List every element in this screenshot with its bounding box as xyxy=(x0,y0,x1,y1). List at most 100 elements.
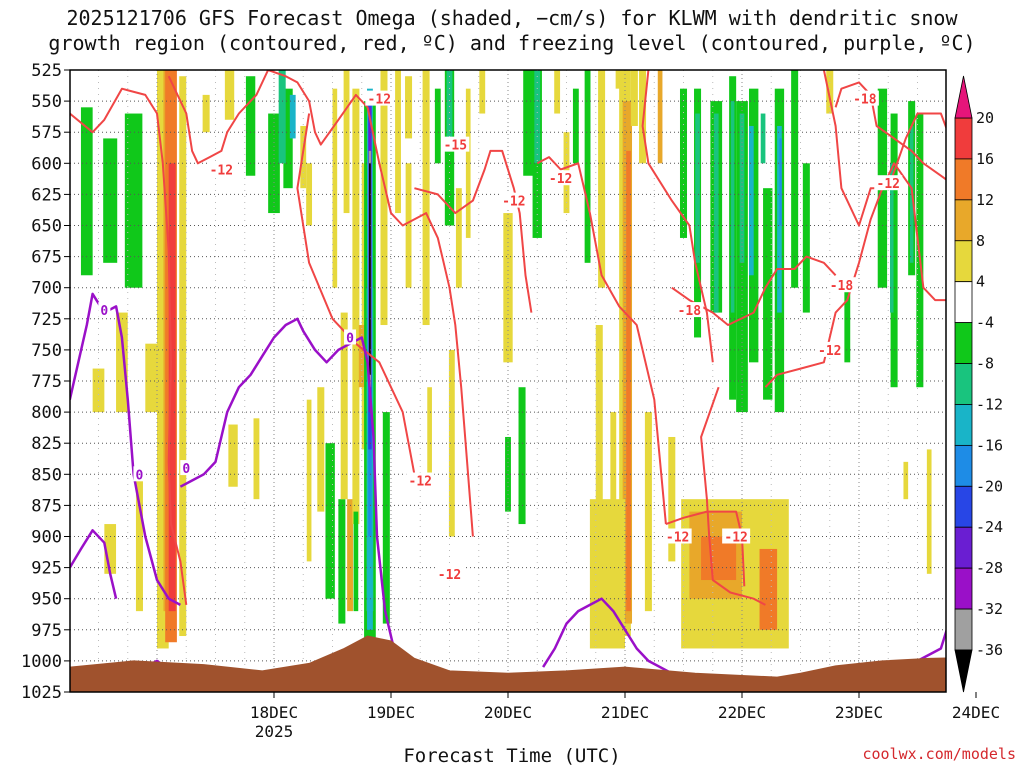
colorbar-tick-label-8: 8 xyxy=(976,232,985,250)
contour-label-4: -12 xyxy=(549,172,572,187)
freezing-contour-4 xyxy=(542,597,673,675)
y-tick-label-750: 750 xyxy=(31,341,62,361)
freezing-contour-2 xyxy=(179,317,404,680)
contour-label-bg-15 xyxy=(180,460,193,476)
y-tick-label-650: 650 xyxy=(31,217,62,237)
omega-column-94 xyxy=(777,125,782,313)
x-tick-label-19DEC: 19DEC xyxy=(367,703,415,722)
omega-column-47 xyxy=(405,76,413,139)
colorbar-bin-1 xyxy=(954,158,973,201)
omega-column-63 xyxy=(534,70,541,164)
omega-column-54 xyxy=(448,349,455,537)
colorbar: 20 16 12 8 4 -4 -8 -12 -16 -20 -24 -28 -32 -36 xyxy=(954,75,1003,693)
contour-label-bg-16 xyxy=(133,466,146,482)
colorbar-tick-label--16: -16 xyxy=(976,436,1003,454)
omega-column-98 xyxy=(826,70,834,114)
contour-label-bg-12 xyxy=(663,528,692,544)
omega-column-96 xyxy=(791,70,799,288)
dgz-contour-12 xyxy=(834,81,946,181)
omega-column-12 xyxy=(179,76,187,637)
omega-column-82 xyxy=(695,113,700,263)
omega-column-56 xyxy=(465,88,471,238)
omega-column-57 xyxy=(479,70,486,114)
colorbar-tick-label--20: -20 xyxy=(976,477,1003,495)
colorbar-bin-4 xyxy=(954,281,973,324)
contour-label-bg-6 xyxy=(827,277,856,293)
omega-column-102 xyxy=(890,163,894,313)
y-tick-label-1025: 1025 xyxy=(21,683,62,703)
omega-column-32 xyxy=(352,88,360,525)
colorbar-tick-label-4: 4 xyxy=(976,273,985,291)
omega-column-97 xyxy=(802,163,810,313)
omega-column-91 xyxy=(763,188,773,400)
contour-label-bg-0 xyxy=(207,161,236,177)
omega-column-75 xyxy=(630,70,638,126)
omega-column-3 xyxy=(92,368,105,413)
contour-label-10: -12 xyxy=(409,475,432,490)
contour-label-bg-14 xyxy=(344,329,357,345)
colorbar-bin-7 xyxy=(954,404,973,446)
omega-column-69 xyxy=(595,325,603,574)
colorbar-tick-label--28: -28 xyxy=(976,559,1003,577)
omega-column-51 xyxy=(434,88,441,164)
colorbar-bin-0 xyxy=(954,117,973,160)
y-tick-label-525: 525 xyxy=(31,61,62,81)
x-tick-sublabel-18DEC: 2025 xyxy=(255,722,294,741)
contour-label-bg-10 xyxy=(406,472,435,488)
axes: 5255505756006256506757007257507758008258… xyxy=(21,61,1000,741)
omega-column-84 xyxy=(713,113,719,313)
omega-column-70 xyxy=(610,412,617,525)
contour-label-9: -12 xyxy=(877,177,900,192)
chart-title: 2025121706 GFS Forecast Omega (shaded, −… xyxy=(0,6,1024,56)
contour-label-6: -18 xyxy=(830,279,854,294)
freezing-contour-1 xyxy=(70,529,118,599)
y-tick-label-725: 725 xyxy=(31,310,62,330)
chart-title-line2: growth region (contoured, red, ºC) and f… xyxy=(48,31,976,55)
omega-column-49 xyxy=(422,70,430,326)
contour-label-1: -12 xyxy=(368,93,391,108)
plot-area: -12 -12 -15 -12 -12 -18 -18 -12 -18 -12 -12 -12 -12 -… xyxy=(70,70,946,692)
omega-column-6 xyxy=(104,524,117,574)
contour-label-14: 0 xyxy=(346,331,354,346)
contour-label-bg-4 xyxy=(546,170,575,186)
omega-column-86 xyxy=(730,101,735,313)
colorbar-bottom-arrow xyxy=(954,649,973,693)
omega-column-76 xyxy=(639,70,647,164)
omega-column-8 xyxy=(157,70,169,649)
freezing-contour-5 xyxy=(916,628,946,663)
y-tick-label-950: 950 xyxy=(31,590,62,610)
omega-column-23 xyxy=(306,163,313,226)
omega-column-33 xyxy=(353,511,359,612)
omega-column-28 xyxy=(332,88,338,288)
omega-column-107 xyxy=(926,449,932,574)
omega-column-68 xyxy=(598,70,606,288)
x-tick-label-20DEC: 20DEC xyxy=(484,703,532,722)
omega-column-55 xyxy=(455,188,462,288)
omega-column-99 xyxy=(844,287,851,363)
omega-column-21 xyxy=(289,94,296,139)
freezing-contour-0 xyxy=(70,292,181,607)
y-tick-label-925: 925 xyxy=(31,559,62,579)
contour-label-bg-3 xyxy=(499,192,528,208)
colorbar-tick-label-16: 16 xyxy=(976,150,994,168)
omega-column-2 xyxy=(124,113,143,288)
omega-column-7 xyxy=(135,474,143,612)
x-tick-label-18DEC: 18DEC xyxy=(250,703,298,722)
contour-label-bg-5 xyxy=(675,302,704,318)
credit-text: coolwx.com/models xyxy=(862,745,1016,763)
dgz-contour-0 xyxy=(70,87,188,606)
omega-column-64 xyxy=(554,70,561,114)
y-tick-label-775: 775 xyxy=(31,372,62,392)
contour-label-3: -12 xyxy=(502,195,525,210)
omega-column-1 xyxy=(103,138,118,263)
omega-column-66 xyxy=(572,88,579,164)
omega-column-45 xyxy=(382,412,390,624)
colorbar-tick-label--8: -8 xyxy=(976,355,994,373)
colorbar-tick-label-12: 12 xyxy=(976,191,994,209)
omega-column-17 xyxy=(253,418,260,500)
omega-column-30 xyxy=(343,70,350,214)
contour-label-15: 0 xyxy=(182,462,190,477)
omega-column-78 xyxy=(657,70,663,164)
colorbar-tick-label--36: -36 xyxy=(976,641,1003,659)
